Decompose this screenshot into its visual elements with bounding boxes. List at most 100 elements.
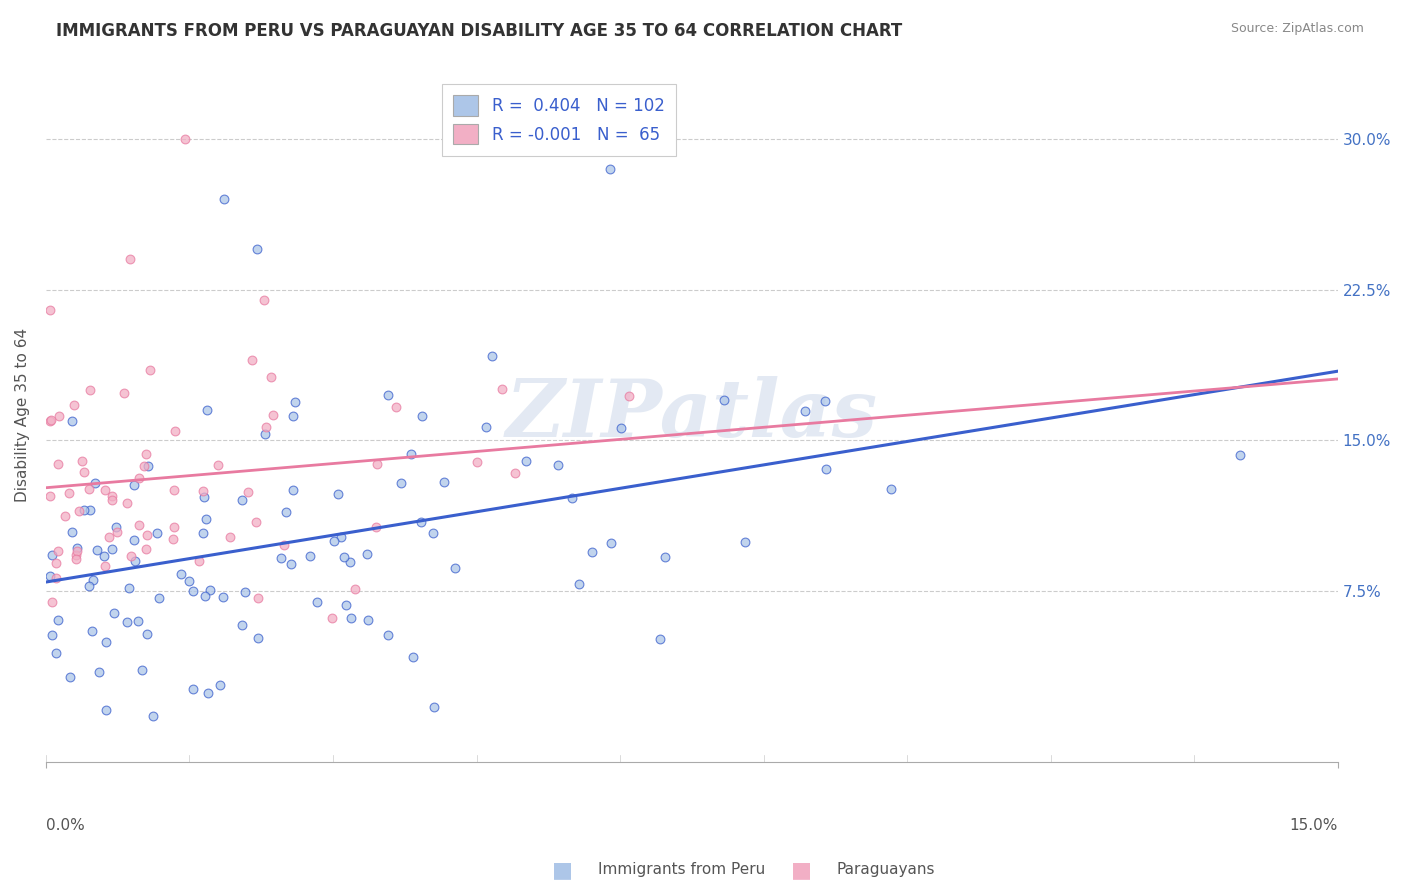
Point — [332, 549, 354, 564]
Point — [283, 483, 305, 498]
Point — [148, 591, 170, 605]
Point — [619, 389, 641, 403]
Point — [402, 650, 425, 665]
Point — [127, 614, 149, 628]
Point — [83, 476, 105, 491]
Point — [163, 520, 186, 534]
Point — [411, 409, 433, 423]
Point — [422, 699, 444, 714]
Point — [465, 455, 488, 469]
Point — [793, 404, 815, 418]
Text: Paraguayans: Paraguayans — [837, 863, 935, 877]
Point — [94, 634, 117, 648]
Point — [399, 447, 422, 461]
Point — [80, 624, 103, 638]
Text: 0.0%: 0.0% — [46, 818, 84, 833]
Y-axis label: Disability Age 35 to 64: Disability Age 35 to 64 — [15, 328, 30, 502]
Point — [79, 383, 101, 397]
Point — [198, 583, 221, 598]
Point — [245, 515, 267, 529]
Point — [63, 398, 86, 412]
Point — [814, 394, 837, 409]
Point — [65, 552, 87, 566]
Point — [39, 569, 62, 583]
Point — [194, 512, 217, 526]
Text: ■: ■ — [792, 860, 811, 880]
Point — [97, 529, 120, 543]
Text: Source: ZipAtlas.com: Source: ZipAtlas.com — [1230, 22, 1364, 36]
Point — [66, 543, 89, 558]
Point — [79, 502, 101, 516]
Point — [104, 520, 127, 534]
Point — [118, 252, 141, 267]
Point — [329, 530, 352, 544]
Point — [101, 490, 124, 504]
Text: 15.0%: 15.0% — [1289, 818, 1337, 833]
Point — [231, 493, 253, 508]
Point — [377, 388, 399, 402]
Point — [246, 591, 269, 605]
Point — [433, 475, 456, 490]
Point — [475, 420, 498, 434]
Point — [45, 556, 67, 570]
Point — [41, 595, 63, 609]
Point — [170, 566, 193, 581]
Text: ■: ■ — [553, 860, 572, 880]
Point — [599, 161, 621, 176]
Point — [41, 548, 63, 562]
Point — [115, 496, 138, 510]
Point — [422, 525, 444, 540]
Point — [246, 243, 269, 257]
Point — [323, 533, 346, 548]
Point — [48, 409, 70, 424]
Point — [193, 484, 215, 499]
Point — [136, 528, 159, 542]
Point — [307, 594, 329, 608]
Point — [481, 350, 503, 364]
Point — [568, 577, 591, 591]
Point — [212, 590, 235, 604]
Point — [128, 471, 150, 485]
Point — [515, 454, 537, 468]
Point — [366, 519, 388, 533]
Point — [377, 628, 399, 642]
Point — [335, 598, 357, 612]
Text: Immigrants from Peru: Immigrants from Peru — [598, 863, 765, 877]
Point — [46, 544, 69, 558]
Point — [389, 475, 412, 490]
Point — [254, 419, 277, 434]
Text: IMMIGRANTS FROM PERU VS PARAGUAYAN DISABILITY AGE 35 TO 64 CORRELATION CHART: IMMIGRANTS FROM PERU VS PARAGUAYAN DISAB… — [56, 22, 903, 40]
Point — [136, 627, 159, 641]
Point — [734, 534, 756, 549]
Point — [340, 610, 363, 624]
Point — [105, 524, 128, 539]
Point — [366, 457, 388, 471]
Point — [262, 409, 284, 423]
Point — [240, 352, 263, 367]
Point — [55, 509, 77, 524]
Point — [73, 503, 96, 517]
Point — [58, 485, 80, 500]
Point — [93, 549, 115, 563]
Point — [246, 632, 269, 646]
Point — [343, 582, 366, 596]
Point — [212, 192, 235, 206]
Point — [321, 611, 343, 625]
Point — [41, 628, 63, 642]
Point — [385, 400, 408, 414]
Point — [1229, 448, 1251, 462]
Point — [713, 392, 735, 407]
Point — [273, 539, 295, 553]
Point — [60, 414, 83, 428]
Point — [94, 703, 117, 717]
Point — [135, 447, 157, 461]
Point — [274, 504, 297, 518]
Point — [73, 465, 96, 479]
Legend: R =  0.404   N = 102, R = -0.001   N =  65: R = 0.404 N = 102, R = -0.001 N = 65 — [441, 84, 676, 156]
Point — [94, 559, 117, 574]
Point — [654, 549, 676, 564]
Point — [145, 525, 167, 540]
Point — [103, 606, 125, 620]
Point — [298, 549, 321, 563]
Point — [82, 573, 104, 587]
